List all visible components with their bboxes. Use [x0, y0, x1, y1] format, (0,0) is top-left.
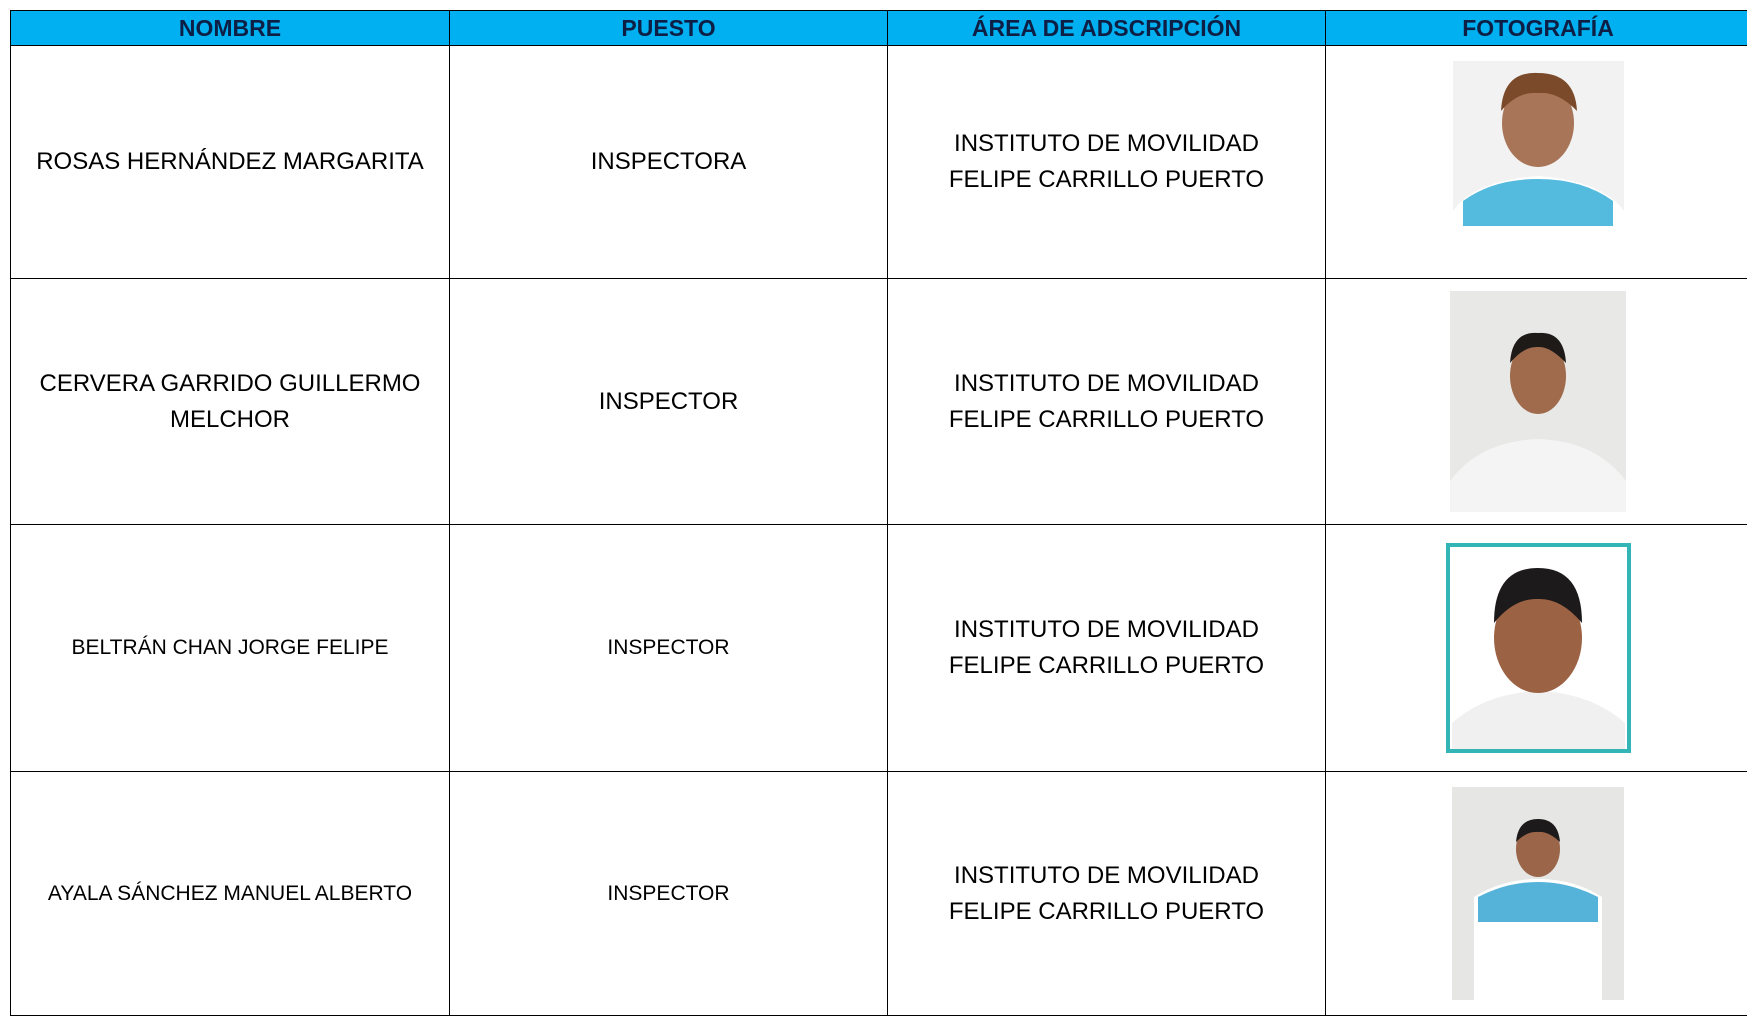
row: AYALA SÁNCHEZ MANUEL ALBERTO INSPECTOR I…	[10, 771, 1747, 1016]
header-cell: PUESTO	[449, 10, 888, 46]
name-cell: AYALA SÁNCHEZ MANUEL ALBERTO	[10, 771, 450, 1016]
photo	[1452, 787, 1624, 1000]
position-cell: INSPECTOR	[449, 278, 888, 525]
header-cell: NOMBRE	[10, 10, 450, 46]
position-cell: INSPECTOR	[449, 524, 888, 772]
area-cell: INSTITUTO DE MOVILIDAD FELIPE CARRILLO P…	[887, 771, 1326, 1016]
area-cell: INSTITUTO DE MOVILIDAD FELIPE CARRILLO P…	[887, 278, 1326, 525]
photo	[1445, 543, 1631, 753]
area-cell: INSTITUTO DE MOVILIDAD FELIPE CARRILLO P…	[887, 45, 1326, 279]
row: CERVERA GARRIDO GUILLERMO MELCHOR INSPEC…	[10, 278, 1747, 525]
name-cell: ROSAS HERNÁNDEZ MARGARITA	[10, 45, 450, 279]
row: BELTRÁN CHAN JORGE FELIPE INSPECTOR INST…	[10, 524, 1747, 772]
photo	[1450, 291, 1626, 512]
photo	[1452, 60, 1624, 264]
photo-cell	[1325, 45, 1747, 279]
name-cell: BELTRÁN CHAN JORGE FELIPE	[10, 524, 450, 772]
header-cell: ÁREA DE ADSCRIPCIÓN	[887, 10, 1326, 46]
header-row: NOMBRE PUESTO ÁREA DE ADSCRIPCIÓN FOTOGR…	[10, 10, 1747, 46]
name-cell: CERVERA GARRIDO GUILLERMO MELCHOR	[10, 278, 450, 525]
photo-cell	[1325, 524, 1747, 772]
position-cell: INSPECTORA	[449, 45, 888, 279]
photo-cell	[1325, 771, 1747, 1016]
header-cell: FOTOGRAFÍA	[1325, 10, 1747, 46]
staff-table: NOMBRE PUESTO ÁREA DE ADSCRIPCIÓN FOTOGR…	[10, 10, 1747, 1016]
photo-cell	[1325, 278, 1747, 525]
area-cell: INSTITUTO DE MOVILIDAD FELIPE CARRILLO P…	[887, 524, 1326, 772]
row: ROSAS HERNÁNDEZ MARGARITA INSPECTORA INS…	[10, 45, 1747, 279]
position-cell: INSPECTOR	[449, 771, 888, 1016]
